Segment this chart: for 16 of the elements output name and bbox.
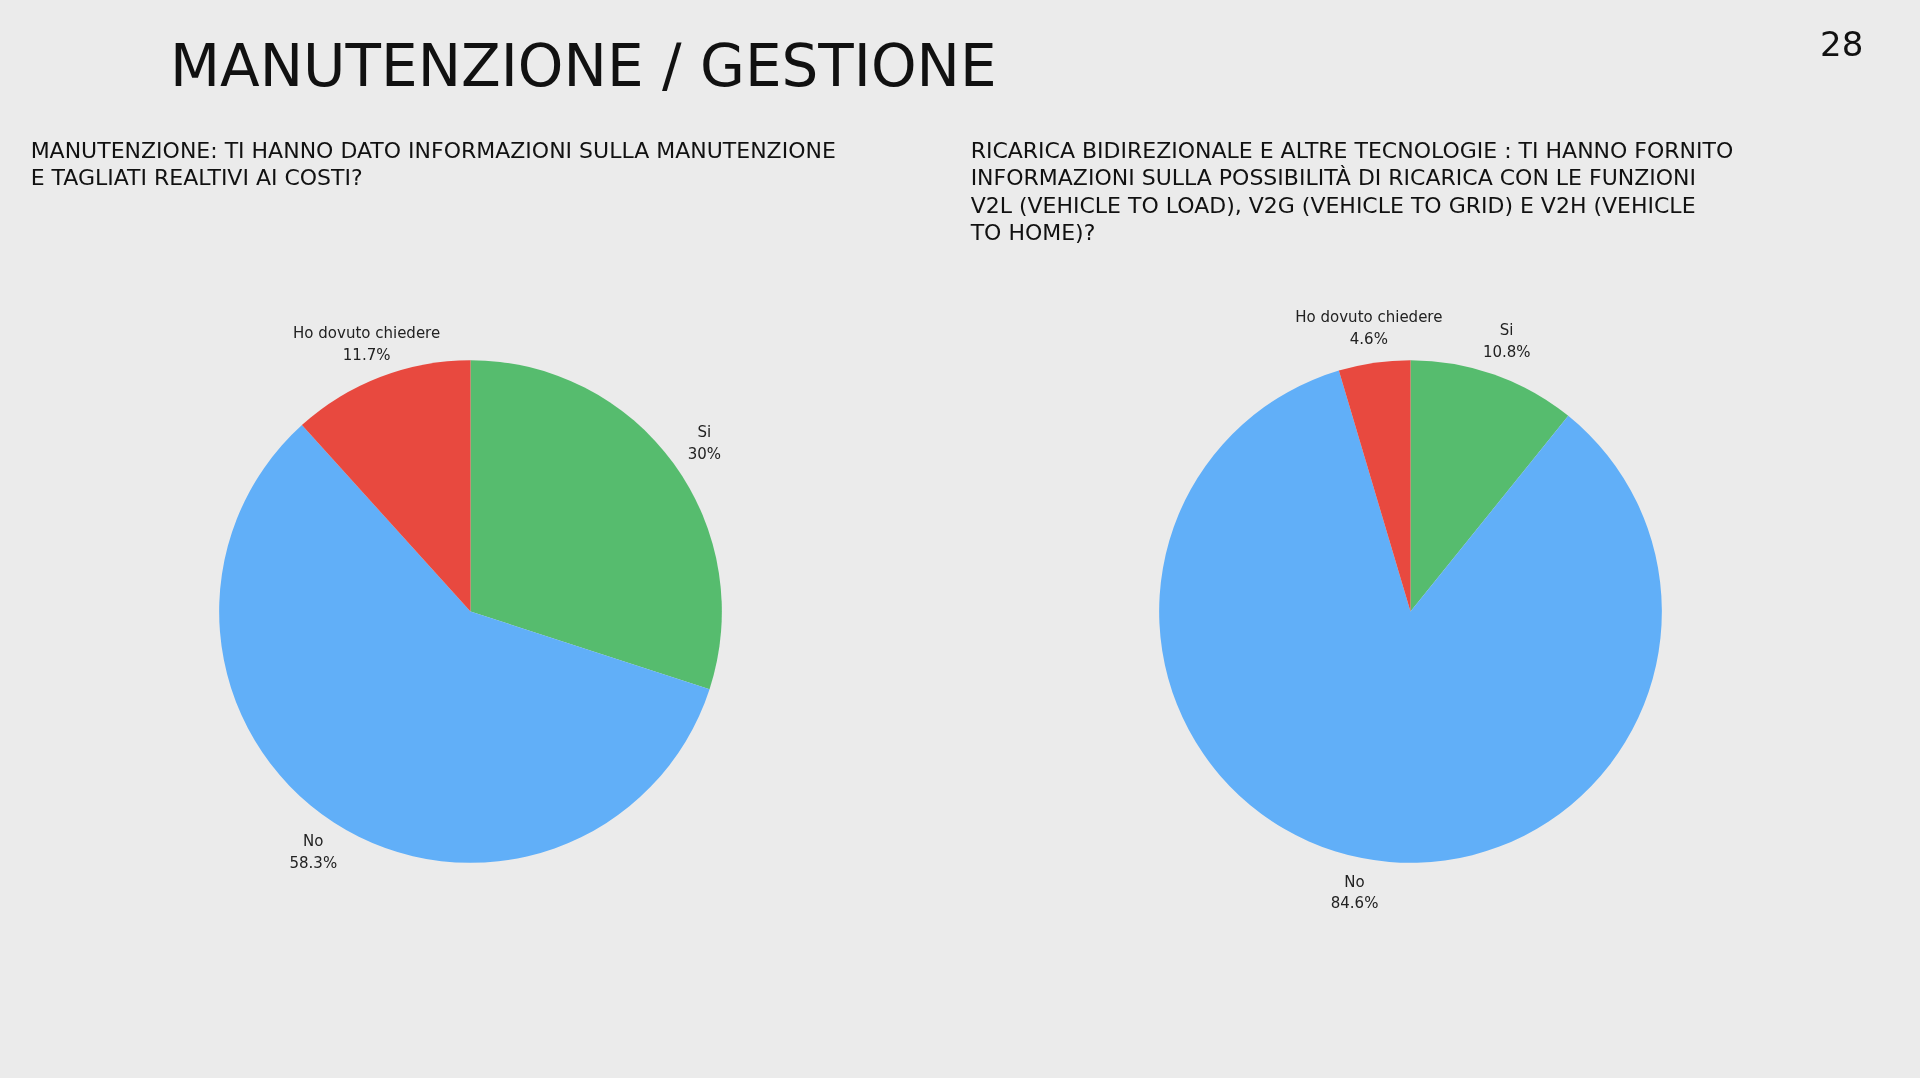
data-label: 84.6% xyxy=(1330,894,1379,913)
text: 28 xyxy=(1820,23,1864,66)
chart-title: RICARICA BIDIREZIONALE E ALTRE TECNOLOGIE : TI HANNO FORNITO INFORMAZIONI SULLA POSSIBILITÀ DI RICARICA CON LE FUNZIONI V2L (VEHICLE TO LOAD), V2G (VEHICLE TO GRID) E V2H (VEHICLE TO HOME)? xyxy=(969,137,1734,246)
slice-label: No xyxy=(1344,872,1365,891)
slice-label: Ho dovuto chiedere xyxy=(1295,308,1443,327)
slice-label: Si xyxy=(697,423,712,442)
slice-label: Si xyxy=(1499,321,1514,340)
data-label: 10.8% xyxy=(1482,343,1531,362)
data-label: 4.6% xyxy=(1349,329,1388,348)
data-label: 58.3% xyxy=(289,853,338,872)
data-label: 30% xyxy=(687,444,722,463)
data-label: 11.7% xyxy=(342,345,391,364)
slice-label: No xyxy=(303,832,324,851)
text: MANUTENZIONE / GESTIONE xyxy=(170,31,997,102)
chart-title: MANUTENZIONE: TI HANNO DATO INFORMAZIONI SULLA MANUTENZIONE E TAGLIATI REALTIVI AI COSTI? xyxy=(30,137,836,191)
slice-label: Ho dovuto chiedere xyxy=(293,324,441,343)
